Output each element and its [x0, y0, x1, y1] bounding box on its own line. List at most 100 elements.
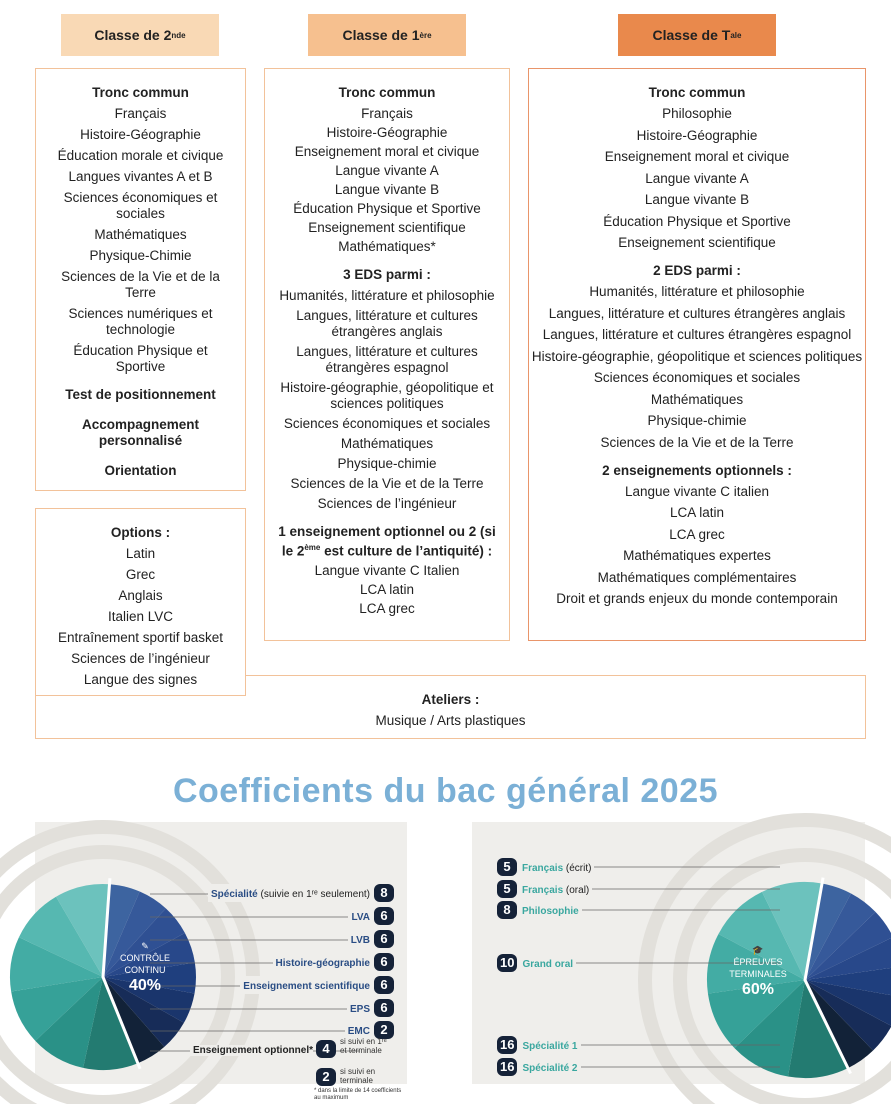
list-item: Histoire-géographie, géopolitique et sci… — [531, 348, 863, 364]
subject-label: Spécialité 1 — [522, 1041, 578, 1052]
pie-slice-controle-continu — [805, 883, 852, 980]
terminale-box: Tronc commun Philosophie Histoire-Géograph… — [528, 68, 866, 641]
subject-label: Spécialité 2 — [522, 1063, 578, 1074]
pie-center-line1: CONTRÔLE — [119, 953, 170, 963]
list-item: Langue des signes — [83, 672, 198, 687]
header-seconde: Classe de 2 nde — [61, 14, 219, 56]
list-item: Langues vivantes A et B — [68, 169, 213, 184]
pie-slice-controle-continu — [805, 967, 891, 996]
subject-suffix: (oral) — [563, 885, 590, 896]
pie-slice-controle-continu — [805, 938, 891, 980]
list-item: Histoire-Géographie — [326, 125, 448, 140]
subject-label: EPS — [349, 1004, 370, 1015]
coefficient-badge: 4 — [316, 1040, 336, 1058]
pie-center-line2: TERMINALES — [729, 969, 787, 979]
coefficient-row: LVA 6 — [348, 907, 394, 925]
subject-label: Français — [522, 885, 564, 896]
list-item: Droit et grands enjeux du monde contempo… — [556, 591, 838, 606]
list-item: Éducation Physique et Sportive — [603, 213, 791, 229]
options-title: Options : — [110, 525, 171, 540]
tronc-commun-title: Tronc commun — [338, 85, 436, 100]
list-item: Enseignement moral et civique — [604, 149, 790, 164]
pie-slice-epreuves-terminales — [718, 891, 805, 980]
list-item: LCA latin — [669, 505, 725, 520]
pie-center-label: ✎ CONTRÔLE CONTINU 40% — [95, 940, 195, 996]
list-item: Enseignement scientifique — [618, 235, 776, 250]
pie-divider — [101, 878, 142, 1070]
ateliers-text: Musique / Arts plastiques — [375, 713, 526, 728]
coefficient-row: 5 Français (écrit) — [497, 858, 595, 876]
coefficient-badge: 5 — [497, 880, 517, 898]
pie-slice-epreuves-terminales — [734, 980, 805, 1077]
coefficient-badge: 6 — [374, 976, 394, 994]
decorative-ring — [673, 848, 891, 1104]
section-title: Orientation — [104, 463, 177, 478]
pencil-icon: ✎ — [141, 941, 149, 951]
optional-title: 1 enseignement optionnel ou 2 (si le 2èm… — [273, 524, 501, 560]
pie-slice-controle-continu — [805, 980, 874, 1069]
header-text: Classe de 1 — [342, 27, 420, 43]
list-item: Humanités, littérature et philosophie — [279, 288, 495, 303]
pie-slice-controle-continu — [103, 977, 184, 1047]
pie-slice-epreuves-terminales — [787, 980, 848, 1078]
list-item: Enseignement scientifique — [308, 220, 466, 235]
header-sup: ale — [730, 30, 742, 40]
list-item: Sciences économiques et sociales — [63, 190, 218, 221]
list-item: Sciences de la Vie et de la Terre — [600, 434, 794, 450]
subject-label: LVB — [350, 935, 370, 946]
coefficient-row: LVB 6 — [347, 930, 394, 948]
pie-center-label: 🎓 ÉPREUVES TERMINALES 60% — [708, 944, 808, 1000]
list-item: Humanités, littérature et philosophie — [589, 284, 805, 299]
list-item: Physique-chimie — [647, 413, 747, 428]
subject-suffix: (suivie en 1ʳᵉ seulement) — [257, 889, 370, 900]
optional-footnote: * dans la limite de 14 coefficients au m… — [314, 1088, 402, 1101]
list-item: Histoire-géographie, géopolitique et sci… — [280, 380, 494, 411]
coefficient-badge: 16 — [497, 1036, 518, 1054]
pie-slice-epreuves-terminales — [707, 933, 805, 994]
seconde-box: Tronc commun Français Histoire-Géographie É… — [35, 68, 246, 491]
seconde-options-box: Options : Latin Grec Anglais Italien LVC Entr… — [35, 508, 246, 696]
optional-title-sup: ème — [304, 543, 321, 552]
list-item: Histoire-Géographie — [80, 127, 201, 142]
list-item: Sciences numériques et technologie — [68, 306, 213, 337]
pie-center-line2: CONTINU — [124, 965, 166, 975]
list-item: Mathématiques — [650, 391, 744, 407]
coefficient-row: 16 Spécialité 2 — [497, 1058, 581, 1076]
coefficient-badge: 6 — [374, 999, 394, 1017]
optional-condition: si suivi en 1ʳᵉ et terminale — [340, 1037, 387, 1055]
coefficient-badge: 6 — [374, 907, 394, 925]
list-item: Enseignement moral et civique — [294, 144, 480, 159]
section-title: Accompagnement personnalisé — [81, 417, 200, 448]
pie-slice-epreuves-terminales — [707, 980, 805, 1049]
list-item: Sciences économiques et sociales — [283, 416, 491, 431]
list-item: LCA latin — [359, 581, 415, 597]
coefficient-row: 8 Philosophie — [497, 901, 582, 919]
list-item: Physique-Chimie — [89, 248, 192, 263]
coefficient-row: Histoire-géographie 6 — [272, 953, 394, 971]
subject-label: EMC — [347, 1026, 370, 1037]
subject-label: Philosophie — [522, 906, 579, 917]
eds-title: 2 EDS parmi : — [653, 263, 741, 278]
coefficient-badge: 5 — [497, 858, 517, 876]
pie-slice-controle-continu — [103, 977, 165, 1064]
list-item: LCA grec — [359, 600, 415, 616]
subject-label: LVA — [351, 912, 370, 923]
list-item: Éducation Physique et Sportive — [293, 201, 481, 216]
ateliers-title: Ateliers : — [421, 692, 480, 707]
list-item: Mathématiques — [94, 227, 187, 242]
coefficient-badge: 16 — [497, 1058, 518, 1076]
list-item: Mathématiques — [340, 436, 434, 451]
list-item: Mathématiques complémentaires — [597, 569, 797, 585]
pie-slice-controle-continu — [805, 893, 876, 980]
list-item: Philosophie — [662, 106, 732, 121]
coefficient-row: EPS 6 — [346, 999, 394, 1017]
list-item: Langue vivante C Italien — [314, 562, 460, 578]
pie-slice-epreuves-terminales — [35, 977, 104, 1068]
pie-slice-epreuves-terminales — [762, 882, 823, 980]
list-item: Langue vivante C italien — [624, 483, 770, 499]
coefficient-badge: 2 — [316, 1068, 336, 1086]
list-item: Sciences de la Vie et de la Terre — [61, 269, 220, 300]
optional-condition: si suivi en terminale — [340, 1067, 376, 1085]
list-item: Langues, littérature et cultures étrangè… — [542, 327, 852, 342]
pie-slice-controle-continu — [805, 980, 891, 1026]
